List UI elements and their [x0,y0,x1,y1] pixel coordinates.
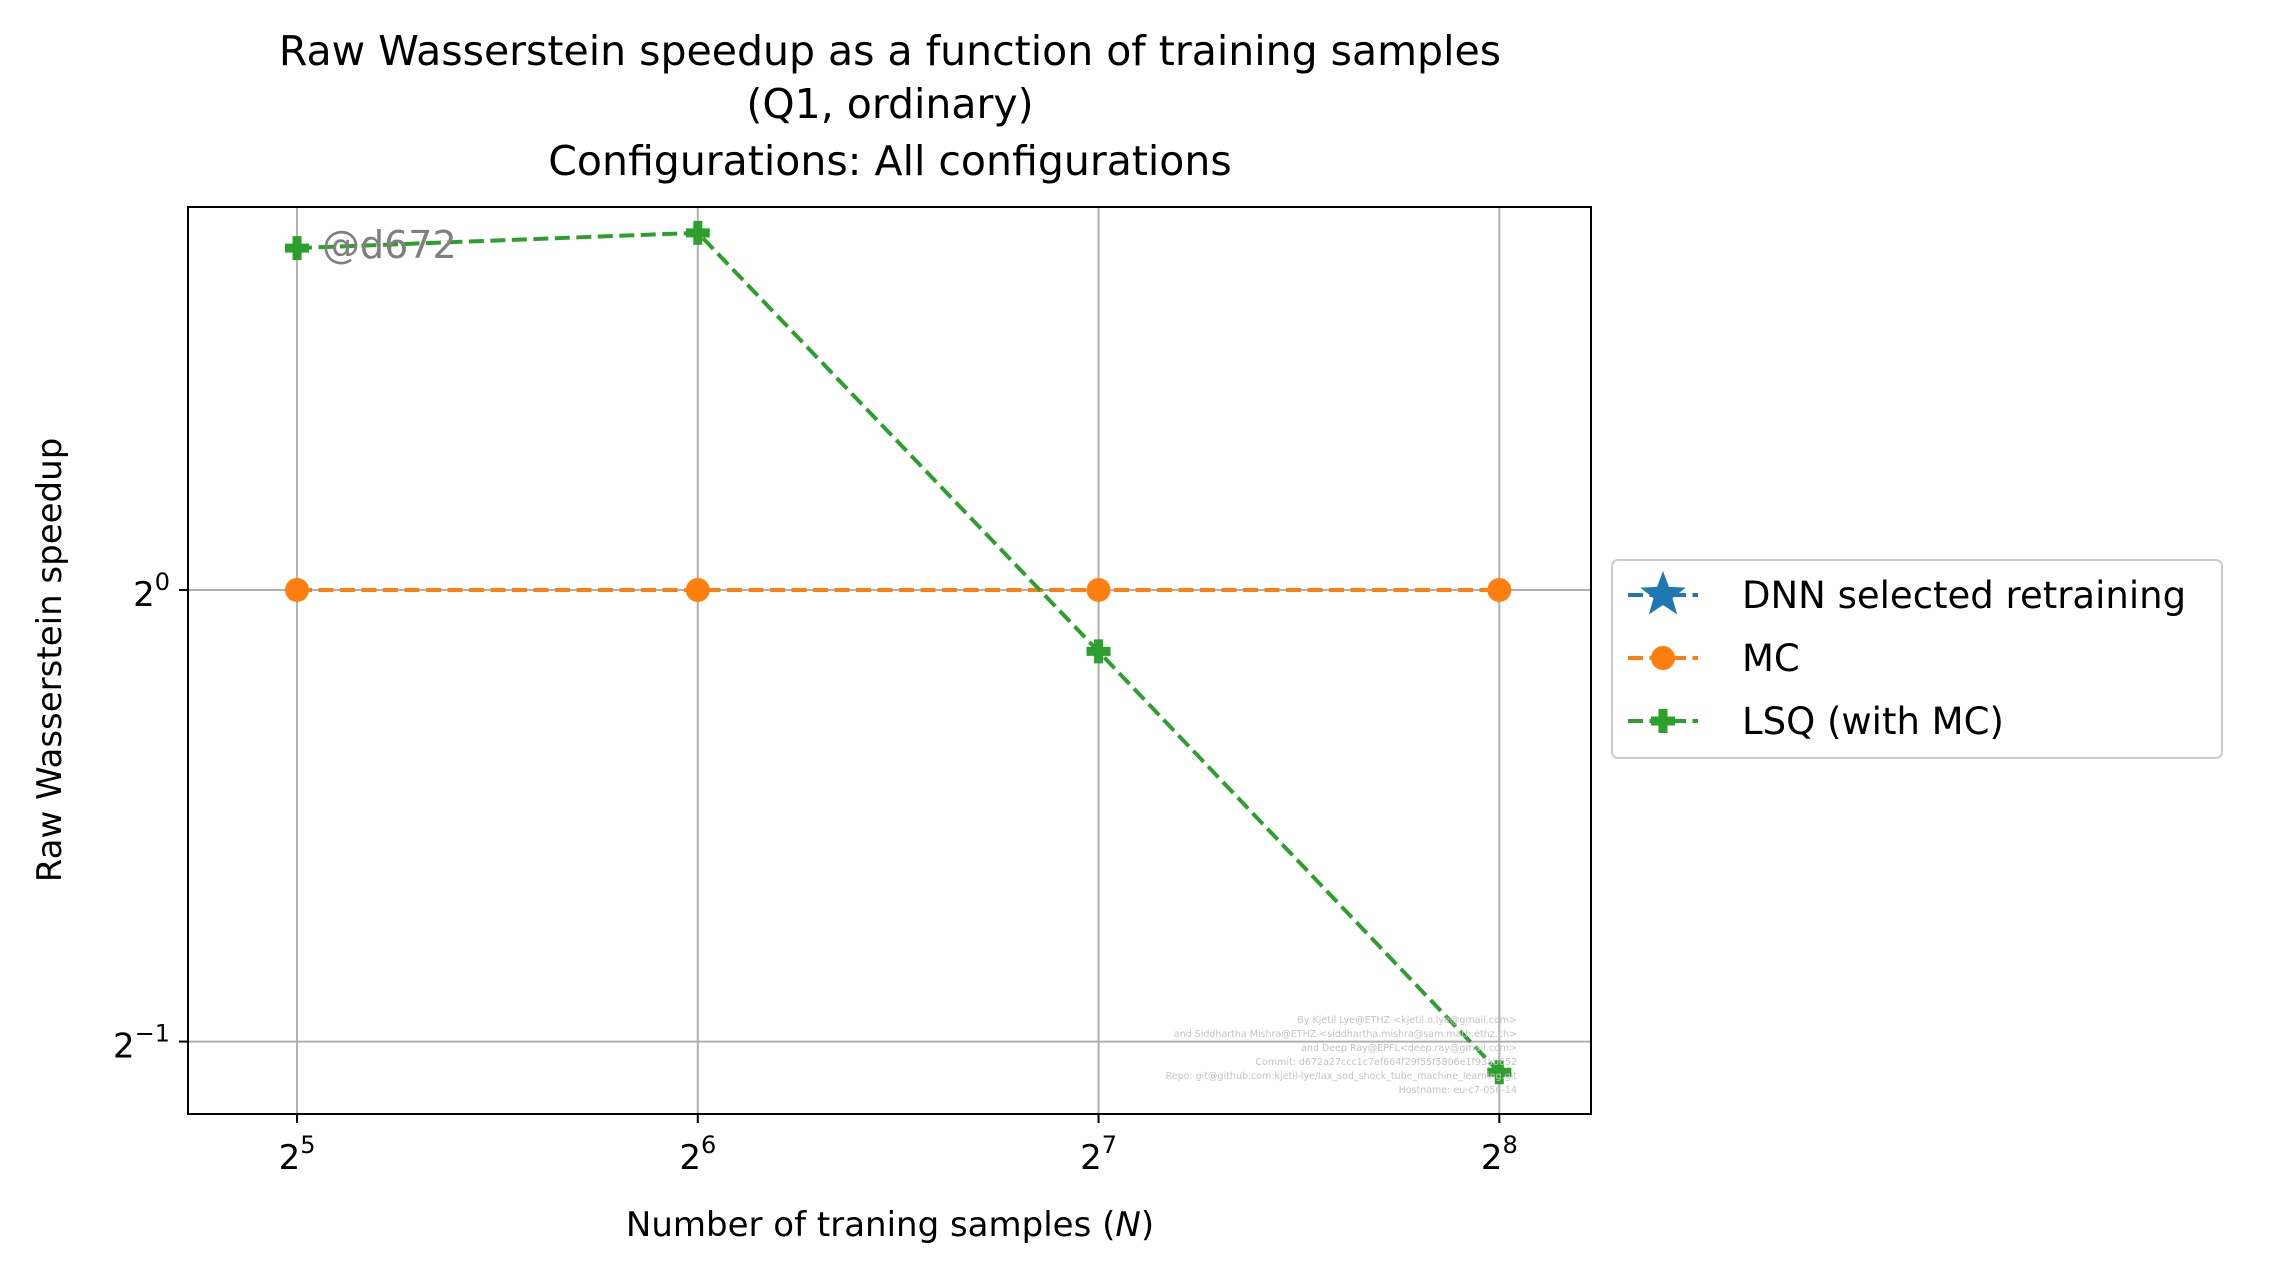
legend-entry: MC [1628,637,1800,680]
x-tick-label-base: 2 [1481,1138,1503,1178]
credit-line: Hostname: eu-c7-056-14 [1399,1085,1517,1096]
title-line-1: Raw Wasserstein speedup as a function of… [279,27,1501,75]
x-tick-label: 25 [279,1131,316,1178]
x-tick-label-base: 2 [279,1138,301,1178]
legend-entry: LSQ (with MC) [1628,700,2004,743]
x-tick-label-base: 2 [1080,1138,1102,1178]
data-point [685,220,710,245]
data-point [1086,639,1111,664]
y-tick-label-exponent: −1 [135,1020,170,1048]
legend-label: MC [1742,637,1800,680]
legend-label: DNN selected retraining [1742,574,2186,617]
legend-box [1611,559,2223,759]
title-line-2: (Q1, ordinary) [746,80,1033,128]
series-1 [285,577,1512,602]
y-tick-label: 20 [133,568,170,615]
x-tick-label-exponent: 6 [701,1131,716,1159]
legend-entries: DNN selected retraining MC LSQ (with MC) [1628,571,2186,743]
watermark-label: @d672 [322,223,457,267]
data-point [1487,1060,1512,1085]
credit-line: and Deep Ray@EPFL<deep.ray@gmail.com> [1301,1043,1517,1054]
x-tick-label-exponent: 5 [300,1131,315,1159]
x-tick-label: 28 [1481,1131,1518,1178]
x-tick-label-base: 2 [679,1138,701,1178]
x-axis-label-prefix: Number of traning samples ( [626,1205,1115,1245]
plot-series [285,220,1512,1085]
credit-line: and Siddhartha Mishra@ETHZ <siddhartha.m… [1174,1029,1517,1040]
data-point [685,577,710,602]
y-tick-label-base: 2 [113,1027,135,1067]
data-point [285,577,310,602]
plot-frame [187,206,1592,1115]
title-line-3: Configurations: All configurations [548,137,1231,185]
legend-entry: DNN selected retraining [1628,571,2186,617]
legend-marker [1651,709,1675,733]
data-point [285,236,310,261]
chart-title: Raw Wasserstein speedup as a function of… [279,27,1501,185]
x-tick-label: 26 [679,1131,716,1178]
x-tick-label: 27 [1080,1131,1117,1178]
y-tick-label-exponent: 0 [155,568,170,596]
credits-block: By Kjetil Lye@ETHZ <kjetil.o.lye@gmail.c… [1166,1015,1518,1096]
data-point [1487,577,1512,602]
credit-line: Repo: git@github.com:kjetil-lye/lax_sod_… [1166,1071,1518,1082]
y-tick-label: 2−1 [113,1020,170,1067]
legend-marker [1651,646,1675,670]
x-axis-label: Number of traning samples (N) [626,1205,1154,1245]
series-2 [285,220,1512,1085]
credit-line: Commit: d672a27ccc1c7ef664f29f55f5806e1f… [1255,1057,1517,1068]
data-point [1086,577,1111,602]
y-tick-label-base: 2 [133,575,155,615]
legend-marker [1640,571,1686,615]
series-line [296,230,1501,1074]
y-axis-label: Raw Wasserstein speedup [30,438,70,883]
legend-label: LSQ (with MC) [1742,700,2004,743]
credit-line: By Kjetil Lye@ETHZ <kjetil.o.lye@gmail.c… [1297,1015,1517,1026]
legend: DNN selected retraining MC LSQ (with MC) [1611,559,2223,759]
x-axis-label-var: N [1115,1205,1140,1245]
x-axis-label-suffix: ) [1141,1205,1154,1245]
x-tick-label-exponent: 8 [1502,1131,1517,1159]
x-tick-label-exponent: 7 [1102,1131,1117,1159]
